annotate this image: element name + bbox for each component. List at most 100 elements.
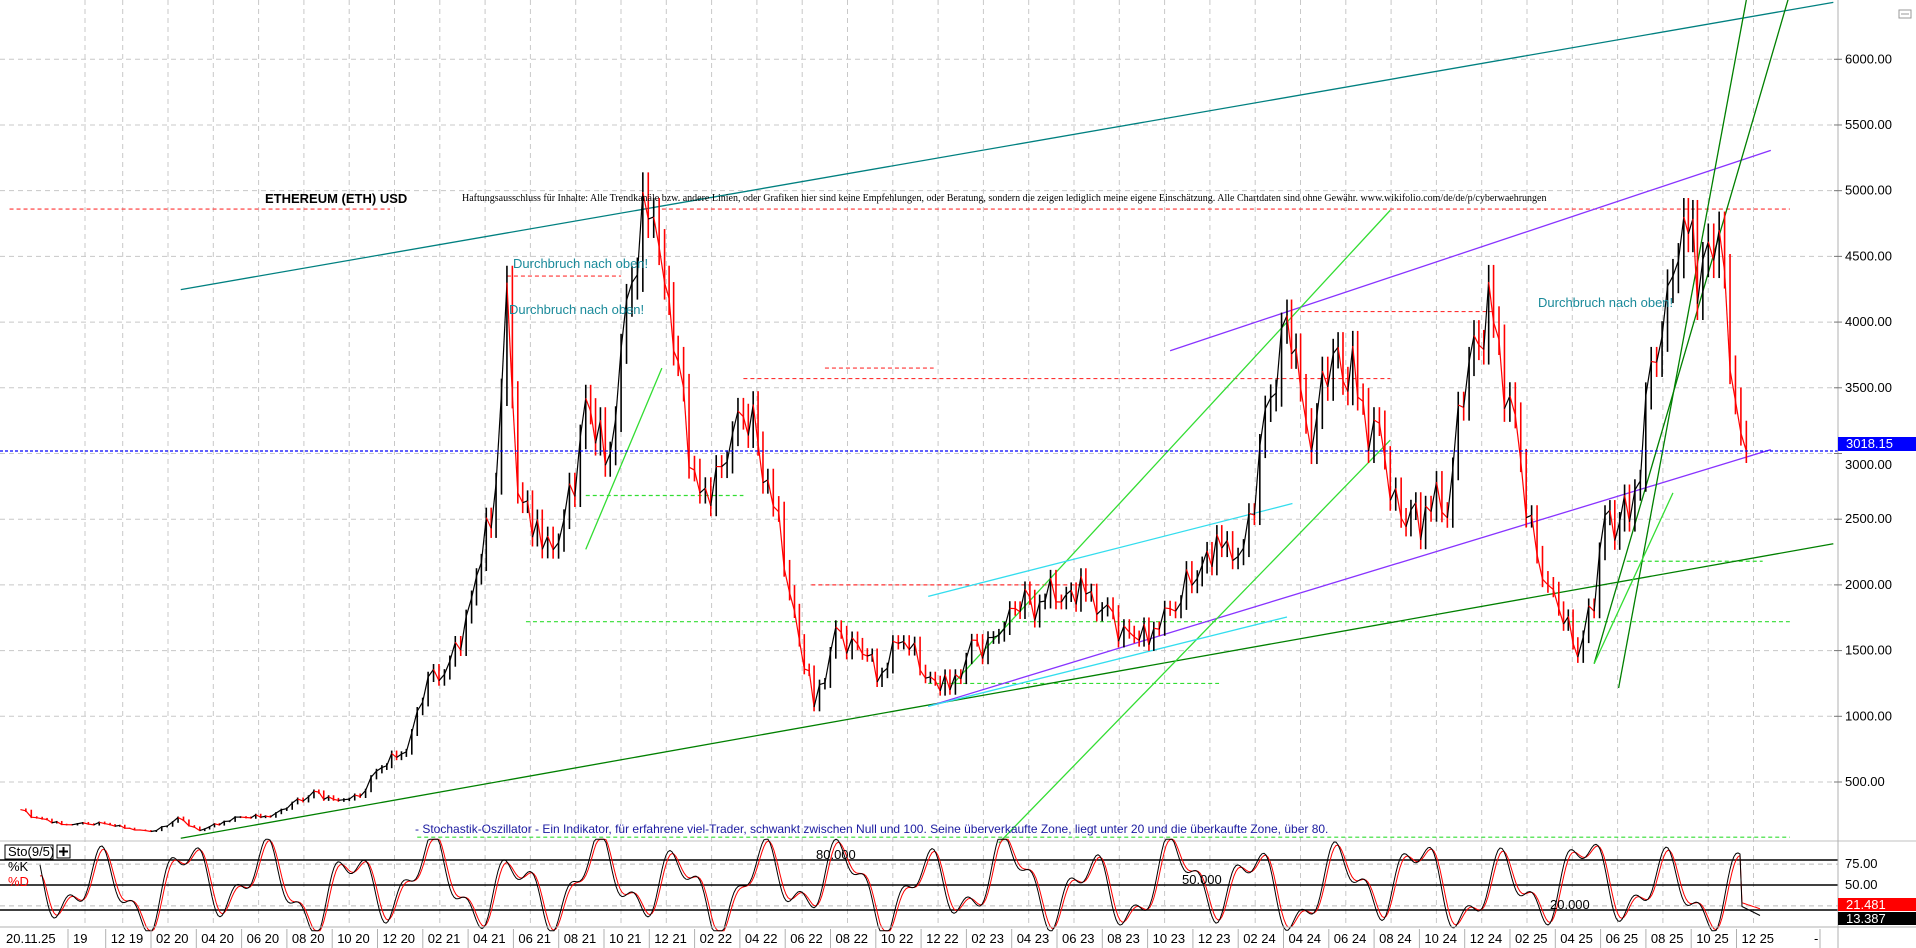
price-segment xyxy=(1291,348,1297,355)
price-segment xyxy=(427,669,435,678)
k-label: %K xyxy=(8,859,29,874)
price-segment xyxy=(1362,401,1370,452)
minimize-icon[interactable] xyxy=(1898,9,1912,19)
price-segment xyxy=(1211,534,1218,567)
price-segment xyxy=(42,818,48,821)
price-segment xyxy=(1316,370,1323,417)
stochastic-note: - Stochastik-Oszillator - Ein Indikator,… xyxy=(415,822,1328,836)
price-segment xyxy=(829,626,837,653)
price-segment xyxy=(925,676,931,679)
price-segment xyxy=(960,658,967,680)
trendline xyxy=(180,543,1834,839)
price-segment xyxy=(188,825,195,828)
stochastic-label-box[interactable] xyxy=(4,844,54,860)
price-segment xyxy=(1405,509,1412,527)
price-segment xyxy=(391,752,397,758)
price-segment xyxy=(808,670,815,708)
price-axis[interactable]: 500.00 1000.00 1500.00 2000.00 2500.00 3000.0… xyxy=(1834,51,1892,789)
price-segment xyxy=(835,626,842,633)
trendline xyxy=(1617,0,1747,689)
price-segment xyxy=(1656,336,1663,363)
price-segment xyxy=(31,816,37,819)
price-segment xyxy=(658,246,666,283)
price-segment xyxy=(574,436,581,497)
price-segment xyxy=(737,410,744,418)
price-segment xyxy=(1049,577,1057,603)
trendline xyxy=(1169,149,1772,352)
price-segment xyxy=(194,826,201,832)
date-axis[interactable]: 20.11.25 19 12 19 02 20 04 20 06 20 08 20 10 20… xyxy=(6,929,1821,948)
price-segment xyxy=(71,823,78,826)
price-segment xyxy=(1520,460,1527,518)
horizontal-levels xyxy=(9,208,1790,838)
add-indicator-plus-icon[interactable] xyxy=(56,844,71,859)
y-tick-label: 2500.00 xyxy=(1845,511,1892,526)
price-segment xyxy=(1452,404,1459,469)
price-segment xyxy=(365,777,372,791)
price-segment xyxy=(710,466,717,507)
price-segment xyxy=(1019,589,1026,613)
x-tick-label: 20.11.25 xyxy=(6,931,56,946)
price-segment xyxy=(594,419,602,444)
price-segment xyxy=(99,821,105,825)
price-segment xyxy=(631,274,638,283)
price-segment xyxy=(993,634,1000,639)
price-segment xyxy=(495,392,503,484)
x-tick-label: 06 21 xyxy=(518,931,551,946)
x-tick-label: 10 20 xyxy=(337,931,370,946)
price-segment xyxy=(721,461,728,468)
price-segment xyxy=(177,816,184,821)
price-segment xyxy=(965,639,973,659)
price-segment xyxy=(1299,387,1307,422)
price-segment xyxy=(664,282,670,299)
x-tick-label: 02 22 xyxy=(700,931,733,946)
stochastic-tick-label: 50.00 xyxy=(1845,877,1878,892)
x-tick-label: 10 21 xyxy=(609,931,642,946)
price-segment xyxy=(500,282,508,393)
price-segment xyxy=(443,660,451,675)
price-segment xyxy=(1226,540,1234,561)
x-tick-label: 02 21 xyxy=(428,931,461,946)
price-segment xyxy=(1614,521,1621,541)
price-segment xyxy=(590,411,597,444)
price-segment xyxy=(1572,643,1579,658)
price-segment xyxy=(1473,335,1480,346)
x-tick-label: 10 25 xyxy=(1696,931,1729,946)
price-segment xyxy=(88,823,94,826)
price-segment xyxy=(1384,457,1391,501)
price-segment xyxy=(1295,348,1302,388)
price-segment xyxy=(1090,591,1098,615)
price-segment xyxy=(460,616,467,651)
price-segment xyxy=(783,568,791,593)
price-segment xyxy=(1666,275,1674,287)
price-segment xyxy=(1196,564,1203,579)
price-segment xyxy=(1619,494,1626,522)
price-segment xyxy=(1378,423,1386,458)
price-segment xyxy=(250,814,257,819)
price-segment xyxy=(579,398,587,438)
price-segment xyxy=(1128,631,1135,638)
price-segment xyxy=(867,653,873,657)
annotation-breakout-3: Durchbruch nach oben! xyxy=(1538,295,1673,310)
price-segment xyxy=(275,809,282,814)
price-segment xyxy=(1672,260,1679,277)
x-tick-label: 08 20 xyxy=(292,931,325,946)
price-segment xyxy=(798,640,805,670)
price-segment xyxy=(1158,607,1166,630)
price-segment xyxy=(323,796,329,800)
x-tick-label: 19 xyxy=(73,931,87,946)
price-segment xyxy=(93,821,100,826)
price-segment xyxy=(1525,514,1532,519)
price-segment xyxy=(1232,556,1239,562)
price-segment xyxy=(302,796,309,802)
price-segment xyxy=(1713,229,1720,261)
price-segment xyxy=(114,824,120,827)
price-segment xyxy=(183,819,190,827)
y-tick-label: 3500.00 xyxy=(1845,380,1892,395)
price-segment xyxy=(1425,505,1432,513)
price-segment xyxy=(25,810,32,818)
price-segment xyxy=(1563,616,1569,625)
price-segment xyxy=(449,641,456,662)
price-segment xyxy=(767,479,774,507)
